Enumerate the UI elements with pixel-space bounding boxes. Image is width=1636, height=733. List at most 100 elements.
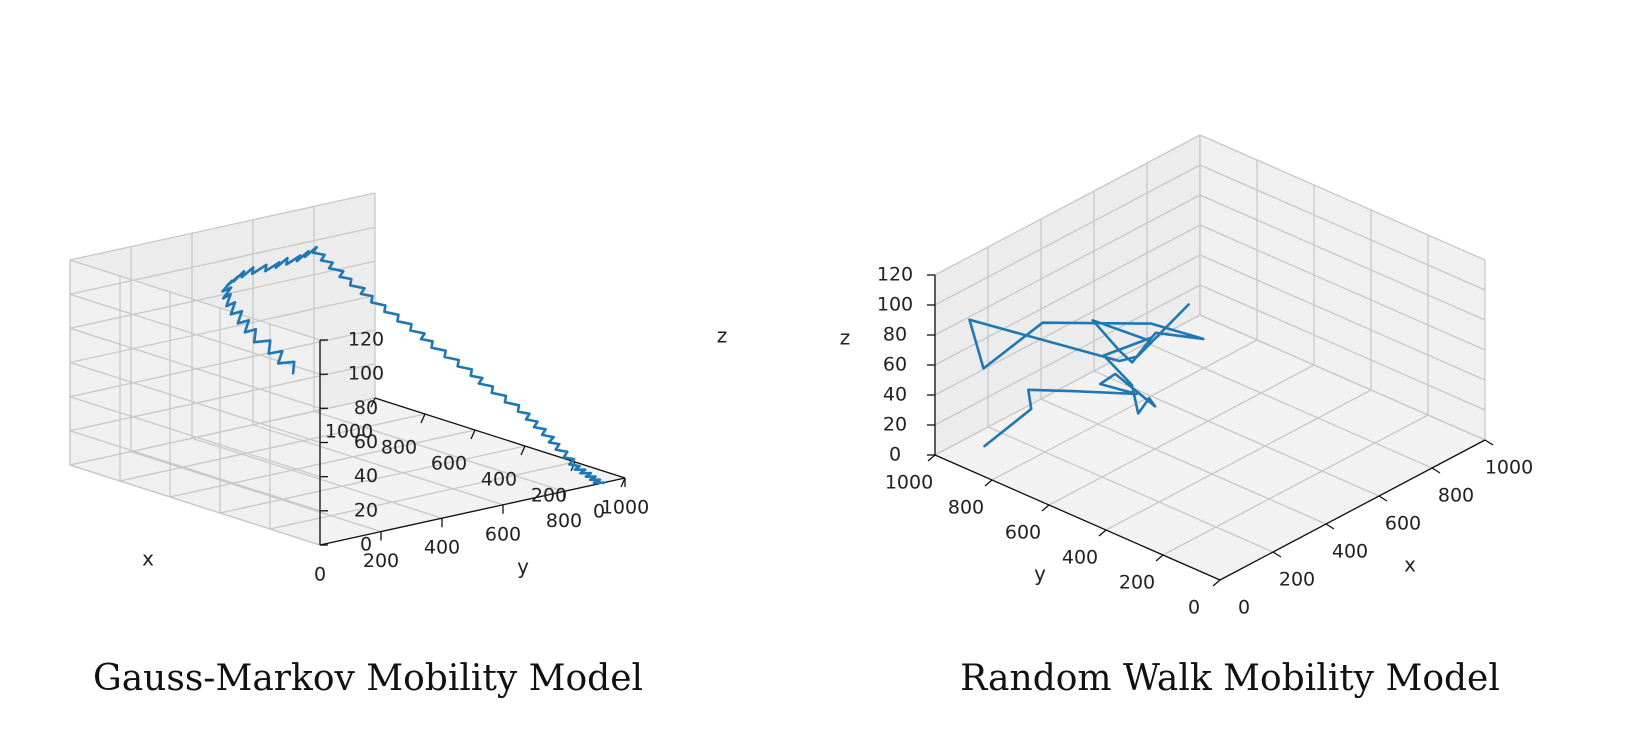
gridline-z <box>69 327 321 409</box>
x-tick-label: 400 <box>1332 541 1368 563</box>
gridline-y <box>1162 414 1429 556</box>
x-axis-title: x <box>1404 553 1416 577</box>
y-axis-line <box>934 454 1221 581</box>
gridline-y <box>252 424 504 506</box>
x-tick-mark <box>1484 439 1494 446</box>
z-tick-label: 60 <box>354 431 378 453</box>
gridline-z <box>69 397 376 466</box>
x-tick-mark <box>520 445 526 456</box>
x-tick-label: 200 <box>1279 569 1315 591</box>
y-tick-mark <box>1041 504 1050 512</box>
y-axis-title: y <box>517 555 529 579</box>
x-tick-mark <box>570 461 576 472</box>
x-tick-label: 800 <box>381 437 417 459</box>
y-tick-label: 200 <box>1119 572 1155 594</box>
gridline-z <box>69 260 376 329</box>
y-tick-label: 800 <box>546 510 582 532</box>
y-tick-label: 400 <box>1062 547 1098 569</box>
trajectory-line <box>968 303 1205 448</box>
y-tick-label: 800 <box>948 497 984 519</box>
gridline-z <box>69 363 376 432</box>
gridline-z <box>69 259 321 341</box>
y-tick-mark <box>1212 579 1221 587</box>
x-tick-mark <box>1431 467 1441 474</box>
z-axis-title: z <box>840 326 851 350</box>
gridline-x <box>219 445 526 514</box>
gridline-z <box>934 194 1201 336</box>
gridline-y <box>991 339 1258 481</box>
z-tick-label: 0 <box>889 444 901 466</box>
z-tick-label: 80 <box>354 397 378 419</box>
y-tick-label: 0 <box>1188 597 1200 619</box>
gridline-z <box>69 329 376 398</box>
x-tick-mark <box>1272 551 1282 558</box>
y-tick-mark <box>927 454 936 462</box>
z-tick-label: 120 <box>348 329 384 351</box>
gridline-z <box>934 254 1201 396</box>
chart-gauss-markov: Gauss-Markov Mobility Model 020040060080… <box>68 192 728 699</box>
x-tick-label: 200 <box>531 485 567 507</box>
gridline-z <box>1199 314 1486 441</box>
x-axis-line <box>374 397 626 479</box>
gridline-x <box>1093 370 1380 497</box>
x-tick-mark <box>620 477 626 488</box>
z-tick-label: 120 <box>877 264 913 286</box>
y-tick-mark <box>1098 529 1107 537</box>
z-tick-label: 20 <box>354 499 378 521</box>
z-tick-label: 40 <box>354 465 378 487</box>
z-tick-label: 100 <box>348 363 384 385</box>
gridline-z <box>69 396 321 478</box>
z-tick-label: 40 <box>883 384 907 406</box>
x-tick-label: 1000 <box>325 421 373 443</box>
gridline-z <box>934 164 1201 306</box>
y-tick-label: 200 <box>363 550 399 572</box>
gridline-z <box>1199 254 1486 381</box>
trajectory-line <box>221 245 606 485</box>
gridline-y <box>130 450 382 533</box>
z-axis-title: z <box>717 324 728 348</box>
x-axis-title: x <box>142 547 154 571</box>
gridline-z <box>69 226 376 295</box>
gridline-z <box>1199 224 1486 351</box>
gridline-z <box>934 224 1201 366</box>
gridline-x <box>987 426 1274 553</box>
gridline-z <box>1199 194 1486 321</box>
z-tick-label: 80 <box>883 324 907 346</box>
gridline-z <box>69 294 376 364</box>
gridline-z <box>1199 134 1486 261</box>
z-tick-label: 60 <box>883 354 907 376</box>
x-tick-mark <box>1378 495 1388 502</box>
y-tick-label: 1000 <box>885 472 933 494</box>
chart-title-gauss-markov: Gauss-Markov Mobility Model <box>93 658 643 699</box>
x-tick-label: 0 <box>593 501 605 523</box>
gridline-y <box>1105 389 1372 531</box>
gridline-x <box>169 429 476 498</box>
y-tick-label: 600 <box>1005 522 1041 544</box>
gridline-y <box>1048 364 1315 506</box>
x-tick-label: 800 <box>1438 485 1474 507</box>
gridline-x <box>119 413 426 482</box>
gridline-z <box>934 284 1201 426</box>
x-tick-mark <box>370 397 376 408</box>
gridline-z <box>69 361 321 444</box>
y-tick-label: 400 <box>424 537 460 559</box>
gridline-y <box>313 410 565 493</box>
x-axis-line <box>1219 439 1486 581</box>
x-origin-label: 0 <box>1238 597 1250 619</box>
x-tick-label: 600 <box>1385 513 1421 535</box>
y-tick-mark <box>984 479 993 487</box>
chart-random-walk: Random Walk Mobility Model 2004006008001… <box>840 134 1533 699</box>
gridline-x <box>1146 342 1433 469</box>
x-tick-mark <box>1325 523 1335 530</box>
gridline-x <box>1040 398 1327 525</box>
y-axis-title: y <box>1034 562 1046 586</box>
y-tick-label: 1000 <box>601 497 649 519</box>
x-tick-label: 400 <box>481 469 517 491</box>
gridline-z <box>1199 284 1486 411</box>
gridline-z <box>1199 164 1486 291</box>
chart-title-random-walk: Random Walk Mobility Model <box>960 658 1500 699</box>
gridline-z <box>934 134 1201 276</box>
z-tick-label: 20 <box>883 414 907 436</box>
gridline-y <box>191 437 443 519</box>
y-tick-mark <box>1155 554 1164 562</box>
